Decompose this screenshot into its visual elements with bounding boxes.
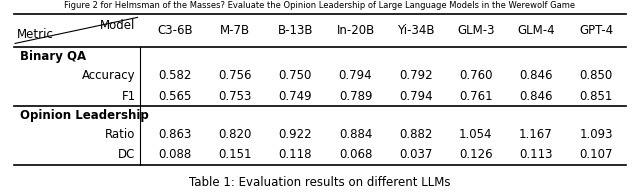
Text: 0.088: 0.088: [159, 148, 192, 161]
Text: 0.846: 0.846: [519, 90, 553, 102]
Text: Model: Model: [100, 19, 136, 32]
Text: Ratio: Ratio: [106, 128, 136, 141]
Text: Yi-34B: Yi-34B: [397, 24, 435, 37]
Text: 0.068: 0.068: [339, 148, 372, 161]
Text: 0.107: 0.107: [579, 148, 613, 161]
Text: F1: F1: [122, 90, 136, 102]
Text: 0.882: 0.882: [399, 128, 433, 141]
Text: GLM-3: GLM-3: [457, 24, 495, 37]
Text: 0.565: 0.565: [159, 90, 192, 102]
Text: 1.093: 1.093: [579, 128, 613, 141]
Text: 0.789: 0.789: [339, 90, 372, 102]
Text: 0.851: 0.851: [579, 90, 613, 102]
Text: 0.794: 0.794: [339, 69, 372, 82]
Text: 0.794: 0.794: [399, 90, 433, 102]
Text: 0.820: 0.820: [219, 128, 252, 141]
Text: 0.113: 0.113: [519, 148, 553, 161]
Text: 0.753: 0.753: [219, 90, 252, 102]
Text: 1.054: 1.054: [459, 128, 493, 141]
Text: 0.582: 0.582: [159, 69, 192, 82]
Text: GPT-4: GPT-4: [579, 24, 613, 37]
Text: 0.922: 0.922: [278, 128, 312, 141]
Text: 1.167: 1.167: [519, 128, 553, 141]
Text: Binary QA: Binary QA: [20, 50, 86, 63]
Text: C3-6B: C3-6B: [157, 24, 193, 37]
Text: 0.846: 0.846: [519, 69, 553, 82]
Text: DC: DC: [118, 148, 136, 161]
Text: 0.761: 0.761: [459, 90, 493, 102]
Text: 0.118: 0.118: [278, 148, 312, 161]
Text: 0.863: 0.863: [159, 128, 192, 141]
Text: 0.760: 0.760: [459, 69, 493, 82]
Text: Metric: Metric: [17, 29, 54, 41]
Text: 0.884: 0.884: [339, 128, 372, 141]
Text: 0.850: 0.850: [579, 69, 612, 82]
Text: Accuracy: Accuracy: [82, 69, 136, 82]
Text: 0.756: 0.756: [218, 69, 252, 82]
Text: GLM-4: GLM-4: [517, 24, 555, 37]
Text: 0.749: 0.749: [278, 90, 312, 102]
Text: M-7B: M-7B: [220, 24, 250, 37]
Text: 0.151: 0.151: [218, 148, 252, 161]
Text: B-13B: B-13B: [278, 24, 313, 37]
Text: Figure 2 for Helmsman of the Masses? Evaluate the Opinion Leadership of Large La: Figure 2 for Helmsman of the Masses? Eva…: [65, 1, 575, 10]
Text: 0.792: 0.792: [399, 69, 433, 82]
Text: Table 1: Evaluation results on different LLMs: Table 1: Evaluation results on different…: [189, 176, 451, 189]
Text: 0.037: 0.037: [399, 148, 433, 161]
Text: In-20B: In-20B: [337, 24, 374, 37]
Text: 0.126: 0.126: [459, 148, 493, 161]
Text: Opinion Leadership: Opinion Leadership: [20, 109, 149, 122]
Text: 0.750: 0.750: [278, 69, 312, 82]
